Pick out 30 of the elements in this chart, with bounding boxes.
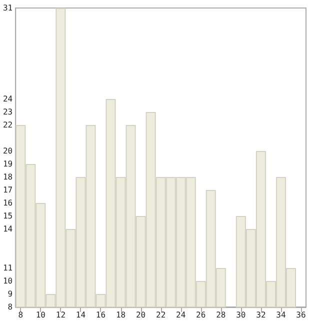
x-tick-label: 14 (76, 310, 86, 320)
x-tick-label: 16 (96, 310, 106, 320)
y-tick-label: 8 (8, 302, 13, 312)
y-tick-label: 16 (2, 198, 13, 208)
y-tick-label: 14 (2, 224, 13, 234)
y-tick-label: 10 (2, 276, 13, 286)
x-tick-label: 28 (216, 310, 226, 320)
y-tick-label: 19 (2, 160, 13, 168)
x-tick-label: 36 (296, 310, 306, 320)
x-tick-label: 20 (136, 310, 146, 320)
y-tick-label: 24 (2, 94, 13, 104)
y-tick-label: 15 (2, 212, 13, 220)
x-tick-label: 34 (276, 310, 286, 320)
x-tick-label: 24 (176, 310, 186, 320)
y-tick-label: 31 (2, 4, 13, 12)
x-tick-label: 18 (116, 310, 126, 320)
y-tick-label: 23 (2, 108, 13, 116)
y-tick-label: 18 (2, 172, 13, 182)
y-tick-label: 20 (2, 146, 13, 156)
y-tick-label: 9 (8, 290, 13, 298)
x-tick-label: 12 (56, 310, 66, 320)
x-tick-label: 10 (36, 310, 46, 320)
x-tick-label: 32 (256, 310, 266, 320)
x-tick-label: 8 (18, 310, 24, 320)
x-tick-label: 30 (236, 310, 246, 320)
y-tick-label: 17 (2, 186, 13, 194)
y-tick-label: 11 (2, 264, 13, 272)
x-tick-label: 26 (196, 310, 206, 320)
x-tick-label: 22 (156, 310, 166, 320)
y-tick-label: 22 (2, 120, 13, 130)
